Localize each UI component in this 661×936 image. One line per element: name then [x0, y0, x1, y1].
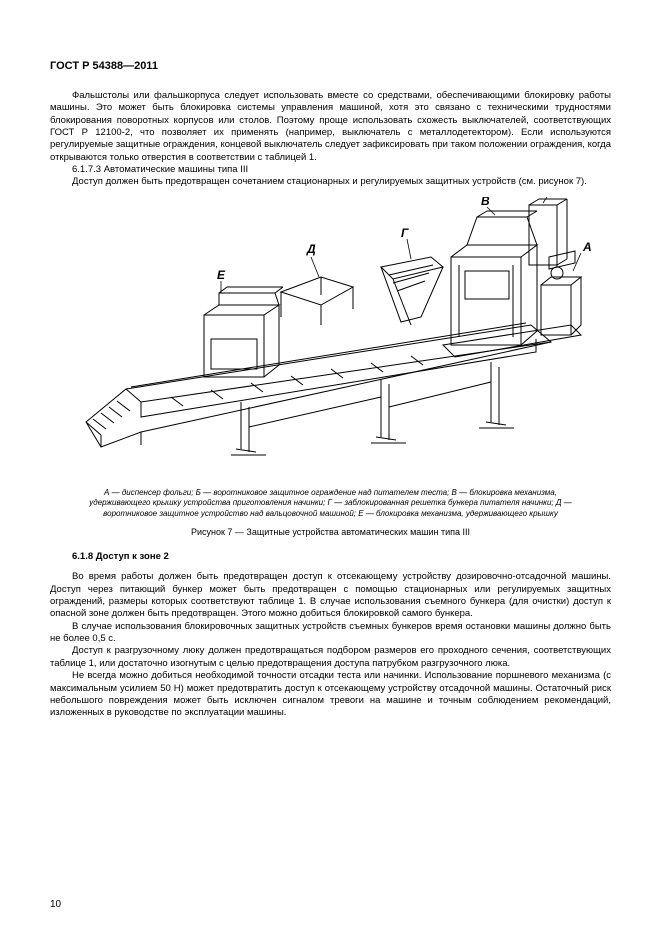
label-G: Г	[401, 226, 409, 240]
figure-7: Е Д Г В Б А	[50, 197, 611, 482]
para-3: Доступ должен быть предотвращен сочетани…	[50, 176, 611, 188]
doc-header: ГОСТ Р 54388—2011	[50, 60, 611, 72]
subhead-618: 6.1.8 Доступ к зоне 2	[50, 551, 611, 562]
label-D: Д	[306, 242, 316, 256]
para-5: В случае использования блокировочных защ…	[50, 621, 611, 646]
page-number: 10	[50, 899, 61, 910]
label-V: В	[481, 197, 490, 208]
label-A: А	[582, 240, 591, 254]
label-B: Б	[543, 197, 552, 198]
para-2: 6.1.7.3 Автоматические машины типа III	[50, 164, 611, 176]
para-4: Во время работы должен быть предотвращен…	[50, 571, 611, 620]
para-6: Доступ к разгрузочному люку должен предо…	[50, 645, 611, 670]
machine-diagram: Е Д Г В Б А	[71, 197, 591, 477]
label-E: Е	[217, 268, 226, 282]
figure-legend: А — диспенсер фольги; Б — воротниковое з…	[80, 488, 581, 519]
figure-caption: Рисунок 7 — Защитные устройства автомати…	[50, 527, 611, 537]
para-1: Фальшстолы или фальшкорпуса следует испо…	[50, 90, 611, 164]
para-7: Не всегда можно добиться необходимой точ…	[50, 670, 611, 719]
